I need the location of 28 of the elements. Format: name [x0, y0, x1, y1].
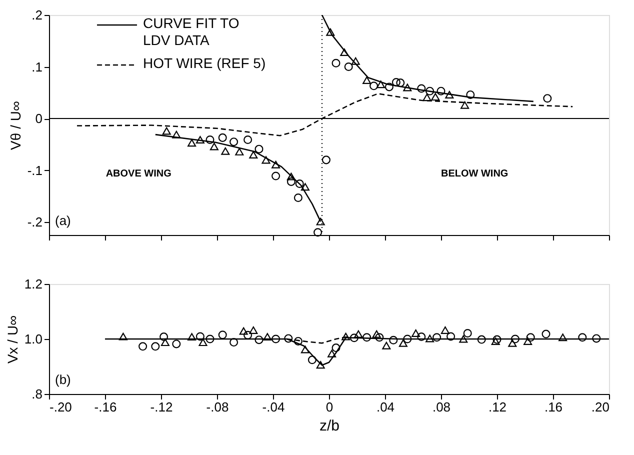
x-axis-title: z/b — [319, 418, 340, 434]
legend-label: CURVE FIT TO LDV DATA — [143, 15, 240, 48]
x-tick-label: .08 — [432, 400, 451, 414]
x-tick-label: .12 — [488, 400, 507, 414]
annotation: (a) — [55, 213, 71, 228]
y-tick-label: .1 — [32, 59, 42, 74]
x-tick-label: -.20 — [50, 400, 72, 414]
x-tick-label: -.08 — [206, 400, 229, 414]
y-tick-label: -.2 — [27, 214, 42, 230]
y-tick-label: .8 — [32, 386, 42, 402]
y-tick-label: 1.2 — [24, 276, 42, 292]
annotation: (b) — [55, 372, 71, 387]
y-axis-title: Vx / U∞ — [4, 315, 20, 364]
x-tick-label: -.04 — [262, 400, 285, 414]
y-tick-label: 0 — [35, 111, 42, 126]
y-tick-label: .2 — [32, 8, 42, 22]
legend-label: HOT WIRE (REF 5) — [143, 55, 266, 71]
x-tick-label: .20 — [591, 400, 610, 414]
annotation: ABOVE WING — [106, 168, 172, 180]
x-tick-label: -.12 — [150, 400, 173, 414]
x-tick-label: .04 — [376, 400, 395, 414]
y-tick-label: 1.0 — [24, 332, 42, 346]
x-tick-label: -.16 — [94, 400, 117, 414]
y-axis-title: Vθ / U∞ — [7, 101, 24, 150]
x-tick-label: .16 — [544, 400, 563, 414]
annotation: BELOW WING — [440, 168, 508, 180]
y-tick-label: -.1 — [27, 162, 42, 178]
x-tick-label: 0 — [326, 400, 334, 414]
